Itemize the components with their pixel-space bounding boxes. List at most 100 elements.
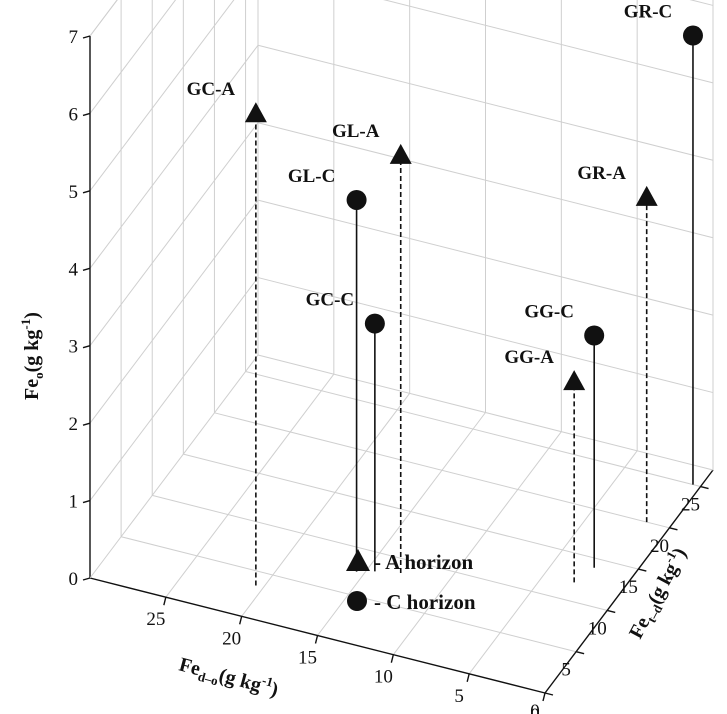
x-axis-title: Fed–o(g kg-1) bbox=[176, 651, 281, 704]
legend-circle-icon bbox=[347, 591, 367, 611]
label-gr-a: GR-A bbox=[577, 163, 626, 184]
grid-line bbox=[165, 373, 335, 598]
label-gg-c: GG-C bbox=[524, 302, 574, 323]
box-edge bbox=[257, 354, 714, 471]
grid-line bbox=[257, 277, 714, 394]
z-tick-mark bbox=[82, 112, 91, 117]
z-tick-mark bbox=[82, 422, 91, 426]
grid-line bbox=[89, 199, 259, 424]
x-axis-title-unit: (g kg bbox=[217, 664, 264, 696]
grid-line bbox=[89, 0, 118, 37]
label-gc-c: GC-C bbox=[306, 290, 355, 311]
x-tick-label: 5 bbox=[454, 686, 464, 707]
x-tick-mark bbox=[238, 616, 243, 625]
x-axis-title-exp: -1 bbox=[261, 672, 275, 689]
y-tick-mark bbox=[607, 609, 616, 614]
x-tick-label: 20 bbox=[222, 628, 241, 649]
x-tick-mark bbox=[163, 596, 167, 606]
point-gr-a-triangle bbox=[635, 185, 658, 206]
y-tick-label: 0 bbox=[530, 701, 540, 714]
z-tick-label: 7 bbox=[69, 27, 79, 48]
point-gl-a-triangle bbox=[389, 143, 412, 164]
y-tick-label: 15 bbox=[619, 577, 638, 598]
x-tick-mark bbox=[390, 654, 395, 663]
legend: - A horizon - C horizon bbox=[346, 549, 476, 614]
point-gl-c-circle bbox=[346, 189, 367, 210]
box-edge bbox=[89, 0, 118, 37]
grid-line bbox=[468, 450, 638, 675]
point-gg-a-triangle bbox=[563, 370, 586, 391]
x-tick-mark bbox=[466, 673, 470, 683]
z-tick-mark bbox=[82, 190, 91, 194]
z-tick-mark bbox=[82, 35, 91, 39]
grid-line bbox=[89, 44, 259, 269]
legend-triangle-icon bbox=[346, 549, 370, 571]
grid-line bbox=[392, 431, 562, 655]
legend-label-c: - C horizon bbox=[374, 590, 476, 614]
z-tick-mark bbox=[82, 577, 91, 581]
point-gc-a-triangle bbox=[244, 102, 267, 123]
x-tick-label: 15 bbox=[298, 648, 317, 669]
grid-line bbox=[257, 199, 714, 316]
grid-line bbox=[89, 0, 177, 114]
label-layer: GC-A GL-A GG-A GR-A GL-C GC-C GG-C GR-C bbox=[187, 2, 673, 369]
point-gr-c-circle bbox=[682, 25, 703, 46]
x-tick-label: 0 bbox=[530, 705, 540, 714]
z-axis-title: Feo(g kg-1) bbox=[18, 312, 46, 400]
z-tick-label: 1 bbox=[69, 492, 79, 513]
z-axis-title-sub: o bbox=[31, 372, 46, 379]
label-gc-a: GC-A bbox=[187, 79, 236, 100]
grid-line bbox=[241, 393, 411, 617]
z-tick-label: 2 bbox=[69, 414, 79, 435]
x-tick-label: 25 bbox=[146, 609, 165, 630]
z-tick-label: 0 bbox=[69, 569, 79, 590]
grid-line bbox=[257, 44, 714, 161]
grid-layer bbox=[89, 0, 714, 675]
y-tick-mark bbox=[544, 692, 554, 696]
y-tick-mark bbox=[669, 527, 678, 531]
grid-line bbox=[89, 277, 259, 501]
x-tick-mark bbox=[314, 635, 319, 644]
box-edge bbox=[89, 354, 259, 579]
stem-layer bbox=[255, 35, 694, 586]
point-gg-c-circle bbox=[584, 325, 605, 346]
label-gg-a: GG-A bbox=[504, 347, 554, 368]
grid-line bbox=[89, 122, 259, 347]
grid-line bbox=[383, 0, 714, 84]
grid-line bbox=[257, 122, 714, 239]
marker-layer bbox=[244, 25, 703, 391]
z-axis-title-unit: (g kg bbox=[21, 330, 43, 373]
grid-line bbox=[214, 412, 670, 529]
y-tick-label: 5 bbox=[561, 660, 571, 681]
label-gl-c: GL-C bbox=[288, 166, 336, 187]
legend-label-a: - A horizon bbox=[374, 550, 473, 574]
z-tick-mark bbox=[82, 267, 91, 271]
x-tick-mark bbox=[542, 692, 546, 702]
grid-line bbox=[183, 453, 639, 570]
y-axis-line bbox=[544, 469, 714, 694]
z-tick-label: 3 bbox=[69, 337, 79, 358]
label-gl-a: GL-A bbox=[332, 121, 380, 142]
z-axis-title-exp: -1 bbox=[18, 319, 33, 330]
x-axis-title-sub: d–o bbox=[196, 669, 219, 689]
grid-line bbox=[89, 0, 235, 192]
tick-layer: 0123456705101520250510152025 bbox=[69, 27, 709, 714]
x-tick-label: 10 bbox=[374, 667, 393, 688]
y-tick-label: 25 bbox=[681, 495, 700, 516]
grid-line bbox=[245, 371, 701, 488]
y-tick-label: 20 bbox=[650, 536, 669, 557]
grid-line bbox=[152, 494, 608, 611]
z-tick-mark bbox=[82, 499, 91, 504]
y-axis-title-unit: (g kg bbox=[643, 560, 683, 608]
z-tick-label: 5 bbox=[69, 182, 79, 203]
y-tick-mark bbox=[638, 568, 647, 572]
y-tick-mark bbox=[700, 485, 709, 490]
grid-line bbox=[120, 536, 577, 653]
y-tick-label: 10 bbox=[588, 618, 607, 639]
z-tick-label: 4 bbox=[69, 259, 79, 280]
z-tick-mark bbox=[82, 345, 91, 349]
point-gc-c-circle bbox=[364, 313, 385, 334]
y-tick-mark bbox=[575, 651, 585, 655]
label-gr-c: GR-C bbox=[624, 2, 673, 23]
